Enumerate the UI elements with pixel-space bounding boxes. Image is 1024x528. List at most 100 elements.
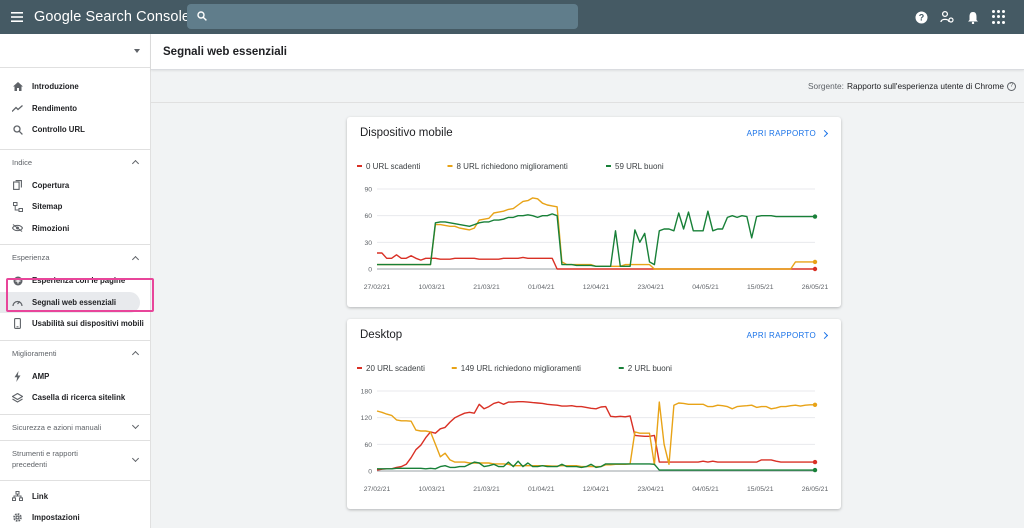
x-tick-label: 26/05/21 [802,284,829,291]
page-title: Segnali web essenziali [151,34,1024,70]
legend-item[interactable]: 8 URL richiedono miglioramenti [447,162,569,171]
sidebar-item-introduzione[interactable]: Introduzione [0,76,150,98]
search-input[interactable] [215,9,555,24]
sidebar-item-label: Casella di ricerca sitelink [32,393,126,403]
search-icon [12,124,23,135]
series-line [377,460,815,471]
section-strumenti[interactable]: Strumenti e rapporti precedenti [0,439,150,480]
sidebar-item-segnali-web-essenziali[interactable]: Segnali web essenziali [0,291,140,313]
chevron-right-icon [820,331,829,340]
property-selector[interactable] [0,34,150,68]
x-tick-label: 23/04/21 [638,486,665,493]
x-tick-label: 12/04/21 [583,284,610,291]
chevron-down-icon[interactable] [131,421,140,430]
card-desktop: Desktop APRI RAPPORTO 20 URL scadenti 149… [347,319,841,509]
section-esperienza[interactable]: Esperienza [0,244,150,270]
chevron-right-icon [820,129,829,138]
notifications-icon[interactable] [966,10,980,24]
x-tick-label: 15/05/21 [747,284,774,291]
legend-item[interactable]: 2 URL buoni [618,364,672,373]
manage-users-icon[interactable] [940,10,954,24]
sidebar-item-label: Usabilità sui dispositivi mobili [32,319,144,329]
sidebar-item-rimozioni[interactable]: Rimozioni [0,218,150,240]
help-icon[interactable]: ? [914,10,928,24]
legend-label: 0 URL scadenti [366,162,421,171]
legend-label: 20 URL scadenti [366,364,425,373]
x-tick-label: 26/05/21 [802,486,829,493]
x-tick-label: 21/03/21 [473,486,500,493]
source-info: Sorgente: Rapporto sull'esperienza utent… [151,70,1024,103]
sidebar-item-label: Link [32,491,49,501]
sidebar-item-controllo-url[interactable]: Controllo URL [0,119,150,141]
caret-down-icon[interactable] [134,48,140,53]
legend-item[interactable]: 59 URL buoni [606,162,664,171]
section-sicurezza[interactable]: Sicurezza e azioni manuali [0,413,150,440]
sidebar-item-sitemap[interactable]: Sitemap [0,196,150,218]
sidebar-item-label: Rendimento [32,103,78,113]
sidebar-item-label: Segnali web essenziali [32,297,117,307]
chevron-up-icon[interactable] [131,159,140,168]
sidebar-item-usabilita-mobile[interactable]: Usabilità sui dispositivi mobili [0,313,150,335]
section-label: Sicurezza e azioni manuali [12,422,102,432]
chart-mobile: 0 URL scadenti 8 URL richiedono miglioram… [357,162,829,291]
sidebar-item-impostazioni[interactable]: Impostazioni [0,507,150,528]
search-bar[interactable] [187,4,578,29]
x-tick-label: 23/04/21 [638,284,665,291]
sidebar-item-copertura[interactable]: Copertura [0,175,150,197]
sidebar-nav: Introduzione Rendimento Controllo URL In… [0,34,151,528]
series-line [377,197,815,270]
sidebar-item-amp[interactable]: AMP [0,366,150,388]
sitemap-icon [12,201,23,212]
plus-circle-icon [12,275,23,286]
series-end-point [812,214,818,219]
legend-item[interactable]: 0 URL scadenti [357,162,421,171]
apps-grid-icon[interactable] [992,10,1006,24]
y-tick-label: 60 [364,442,372,449]
sidebar-item-casella-ricerca[interactable]: Casella di ricerca sitelink [0,387,150,409]
chevron-down-icon[interactable] [131,454,140,463]
open-report-label: APRI RAPPORTO [746,331,816,340]
open-report-label: APRI RAPPORTO [746,129,816,138]
sidebar-item-label: Esperienza con le pagine [32,276,126,286]
y-tick-label: 120 [361,415,373,422]
x-tick-label: 10/03/21 [419,486,446,493]
y-tick-label: 0 [368,469,372,476]
legend-item[interactable]: 20 URL scadenti [357,364,425,373]
chevron-up-icon[interactable] [131,350,140,359]
app-logo[interactable]: Google Search Console [34,9,191,25]
phone-icon [12,318,23,330]
x-tick-label: 04/05/21 [692,486,719,493]
sidebar-item-rendimento[interactable]: Rendimento [0,98,150,120]
series-line [376,401,815,471]
series-line [377,210,815,268]
sidebar-item-label: Controllo URL [32,125,85,135]
y-tick-label: 180 [361,389,373,396]
section-indice[interactable]: Indice [0,148,150,175]
card-title: Dispositivo mobile [360,127,453,139]
open-report-button[interactable]: APRI RAPPORTO [746,331,829,340]
hamburger-menu-icon[interactable] [0,0,34,34]
chevron-up-icon[interactable] [131,255,140,263]
x-tick-label: 12/04/21 [583,486,610,493]
home-icon [12,81,23,92]
settings-icon [12,512,23,523]
series-end-point [812,266,818,272]
top-app-bar: Google Search Console ? [0,0,1024,34]
sidebar-item-label: Impostazioni [32,513,80,523]
x-tick-label: 04/05/21 [692,284,719,291]
sidebar-item-link[interactable]: Link [0,486,150,508]
x-tick-label: 10/03/21 [419,284,446,291]
help-outline-icon[interactable]: ? [1007,81,1016,91]
legend-label: 59 URL buoni [615,162,664,171]
search-icon[interactable] [197,8,207,26]
open-report-button[interactable]: APRI RAPPORTO [746,129,829,138]
y-tick-label: 60 [364,213,372,220]
series-end-point [812,259,818,265]
section-miglioramenti[interactable]: Miglioramenti [0,339,150,366]
legend-item[interactable]: 149 URL richiedono miglioramenti [451,364,581,373]
series-end-point [812,467,818,473]
speedometer-icon [12,297,23,308]
x-tick-label: 27/02/21 [364,486,391,493]
section-label: Esperienza [12,253,50,262]
sidebar-item-esperienza-pagine[interactable]: Esperienza con le pagine [0,270,150,292]
